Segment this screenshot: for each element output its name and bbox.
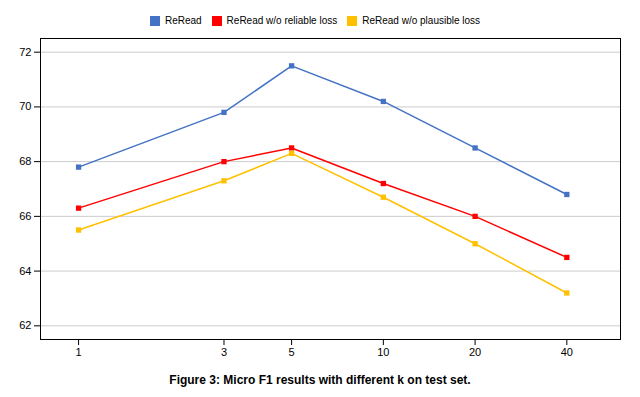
svg-text:10: 10 — [377, 346, 389, 358]
svg-text:1: 1 — [76, 346, 82, 358]
svg-text:64: 64 — [19, 265, 31, 277]
svg-text:70: 70 — [19, 100, 31, 112]
svg-text:72: 72 — [19, 46, 31, 58]
html-text:Figure 3: Micro F1 results wit: Figure 3: Micro F1 results with differen… — [169, 373, 471, 387]
svg-text:40: 40 — [561, 346, 573, 358]
svg-text:68: 68 — [19, 155, 31, 167]
html-text:ReRead: ReRead — [164, 15, 202, 26]
svg-text:66: 66 — [19, 210, 31, 222]
svg-text:5: 5 — [289, 346, 295, 358]
html-text:ReRead w/o plausible loss: ReRead w/o plausible loss — [362, 15, 481, 26]
svg-text:20: 20 — [469, 346, 481, 358]
html-text:ReRead w/o reliable loss: ReRead w/o reliable loss — [226, 15, 338, 26]
svg-text:62: 62 — [19, 319, 31, 331]
svg-text:3: 3 — [221, 346, 227, 358]
